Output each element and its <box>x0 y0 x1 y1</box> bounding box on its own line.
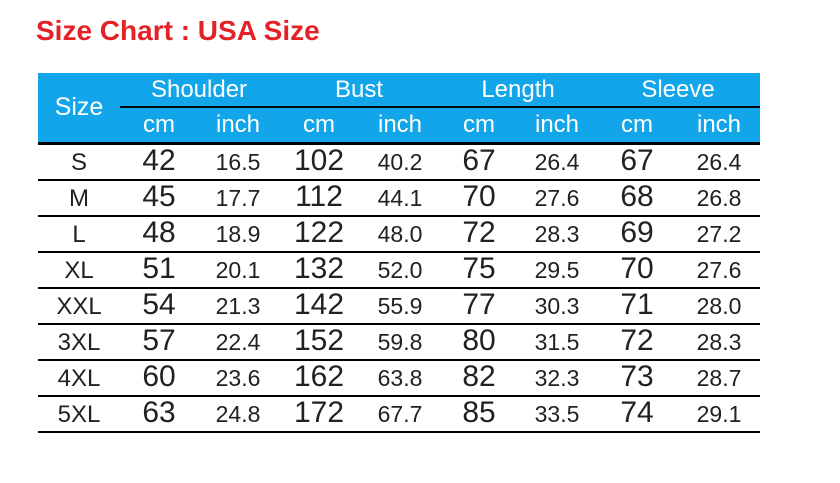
shoulder-cm-cell: 45 <box>120 180 198 217</box>
shoulder-inch-cell: 23.6 <box>198 360 279 397</box>
bust-cm-cell: 132 <box>278 252 361 289</box>
shoulder-cm-cell: 60 <box>120 360 198 397</box>
table-body: S 42 16.5 102 40.2 67 26.4 67 26.4 M 45 17.7 112 44.1… <box>38 143 761 433</box>
unit-header-bust-cm: cm <box>278 107 361 145</box>
table-row: 4XL 60 23.6 162 63.8 82 32.3 73 28.7 <box>38 360 761 397</box>
bust-inch-cell: 59.8 <box>360 324 441 361</box>
size-cell: 3XL <box>38 324 120 361</box>
size-cell: XXL <box>38 288 120 325</box>
shoulder-cm-cell: 48 <box>120 216 198 253</box>
length-cm-cell: 72 <box>440 216 519 253</box>
bust-cm-cell: 112 <box>278 180 361 217</box>
sleeve-cm-cell: 69 <box>596 216 679 253</box>
sleeve-inch-cell: 27.6 <box>678 252 761 289</box>
size-chart-table: Size Shoulder Bust Length Sleeve cm inch… <box>38 73 761 433</box>
length-cm-cell: 70 <box>440 180 519 217</box>
size-cell: L <box>38 216 120 253</box>
unit-header-shoulder-inch: inch <box>198 107 279 145</box>
length-cm-cell: 80 <box>440 324 519 361</box>
unit-header-length-cm: cm <box>440 107 519 145</box>
table-row: XXL 54 21.3 142 55.9 77 30.3 71 28.0 <box>38 288 761 325</box>
shoulder-inch-cell: 16.5 <box>198 143 279 181</box>
length-inch-cell: 26.4 <box>518 143 597 181</box>
shoulder-inch-cell: 24.8 <box>198 396 279 433</box>
unit-header-shoulder-cm: cm <box>120 107 198 145</box>
sleeve-cm-cell: 72 <box>596 324 679 361</box>
column-group-shoulder: Shoulder <box>120 73 279 108</box>
bust-inch-cell: 40.2 <box>360 143 441 181</box>
size-cell: S <box>38 143 120 181</box>
sleeve-cm-cell: 71 <box>596 288 679 325</box>
table-header: Size Shoulder Bust Length Sleeve cm inch… <box>38 73 761 145</box>
sleeve-inch-cell: 28.0 <box>678 288 761 325</box>
bust-cm-cell: 172 <box>278 396 361 433</box>
sleeve-inch-cell: 29.1 <box>678 396 761 433</box>
shoulder-cm-cell: 51 <box>120 252 198 289</box>
shoulder-cm-cell: 42 <box>120 143 198 181</box>
unit-header-sleeve-inch: inch <box>678 107 761 145</box>
table-row: L 48 18.9 122 48.0 72 28.3 69 27.2 <box>38 216 761 253</box>
bust-cm-cell: 102 <box>278 143 361 181</box>
table-row: M 45 17.7 112 44.1 70 27.6 68 26.8 <box>38 180 761 217</box>
table-row: 5XL 63 24.8 172 67.7 85 33.5 74 29.1 <box>38 396 761 433</box>
unit-header-row: cm inch cm inch cm inch cm inch <box>38 107 761 145</box>
sleeve-inch-cell: 28.3 <box>678 324 761 361</box>
sleeve-cm-cell: 73 <box>596 360 679 397</box>
length-cm-cell: 82 <box>440 360 519 397</box>
bust-cm-cell: 122 <box>278 216 361 253</box>
bust-inch-cell: 55.9 <box>360 288 441 325</box>
shoulder-cm-cell: 57 <box>120 324 198 361</box>
length-cm-cell: 67 <box>440 143 519 181</box>
sleeve-cm-cell: 67 <box>596 143 679 181</box>
length-inch-cell: 33.5 <box>518 396 597 433</box>
sleeve-cm-cell: 70 <box>596 252 679 289</box>
size-cell: M <box>38 180 120 217</box>
shoulder-cm-cell: 54 <box>120 288 198 325</box>
length-inch-cell: 29.5 <box>518 252 597 289</box>
column-group-bust: Bust <box>278 73 441 108</box>
size-cell: 4XL <box>38 360 120 397</box>
table-row: XL 51 20.1 132 52.0 75 29.5 70 27.6 <box>38 252 761 289</box>
shoulder-inch-cell: 17.7 <box>198 180 279 217</box>
group-header-row: Size Shoulder Bust Length Sleeve <box>38 73 761 145</box>
bust-inch-cell: 67.7 <box>360 396 441 433</box>
bust-inch-cell: 52.0 <box>360 252 441 289</box>
shoulder-inch-cell: 20.1 <box>198 252 279 289</box>
length-cm-cell: 85 <box>440 396 519 433</box>
length-inch-cell: 27.6 <box>518 180 597 217</box>
size-cell: 5XL <box>38 396 120 433</box>
unit-header-length-inch: inch <box>518 107 597 145</box>
unit-header-sleeve-cm: cm <box>596 107 679 145</box>
column-group-sleeve: Sleeve <box>596 73 761 108</box>
bust-inch-cell: 48.0 <box>360 216 441 253</box>
unit-header-bust-inch: inch <box>360 107 441 145</box>
length-cm-cell: 75 <box>440 252 519 289</box>
table-row: 3XL 57 22.4 152 59.8 80 31.5 72 28.3 <box>38 324 761 361</box>
shoulder-inch-cell: 21.3 <box>198 288 279 325</box>
length-cm-cell: 77 <box>440 288 519 325</box>
sleeve-cm-cell: 74 <box>596 396 679 433</box>
length-inch-cell: 28.3 <box>518 216 597 253</box>
sleeve-inch-cell: 28.7 <box>678 360 761 397</box>
page-title: Size Chart : USA Size <box>36 15 320 46</box>
column-group-length: Length <box>440 73 597 108</box>
sleeve-inch-cell: 26.4 <box>678 143 761 181</box>
bust-inch-cell: 63.8 <box>360 360 441 397</box>
shoulder-cm-cell: 63 <box>120 396 198 433</box>
column-header-size: Size <box>38 73 120 145</box>
bust-cm-cell: 152 <box>278 324 361 361</box>
sleeve-inch-cell: 26.8 <box>678 180 761 217</box>
bust-cm-cell: 142 <box>278 288 361 325</box>
table-row: S 42 16.5 102 40.2 67 26.4 67 26.4 <box>38 143 761 181</box>
shoulder-inch-cell: 18.9 <box>198 216 279 253</box>
sleeve-cm-cell: 68 <box>596 180 679 217</box>
length-inch-cell: 30.3 <box>518 288 597 325</box>
sleeve-inch-cell: 27.2 <box>678 216 761 253</box>
size-cell: XL <box>38 252 120 289</box>
length-inch-cell: 31.5 <box>518 324 597 361</box>
length-inch-cell: 32.3 <box>518 360 597 397</box>
bust-cm-cell: 162 <box>278 360 361 397</box>
bust-inch-cell: 44.1 <box>360 180 441 217</box>
shoulder-inch-cell: 22.4 <box>198 324 279 361</box>
